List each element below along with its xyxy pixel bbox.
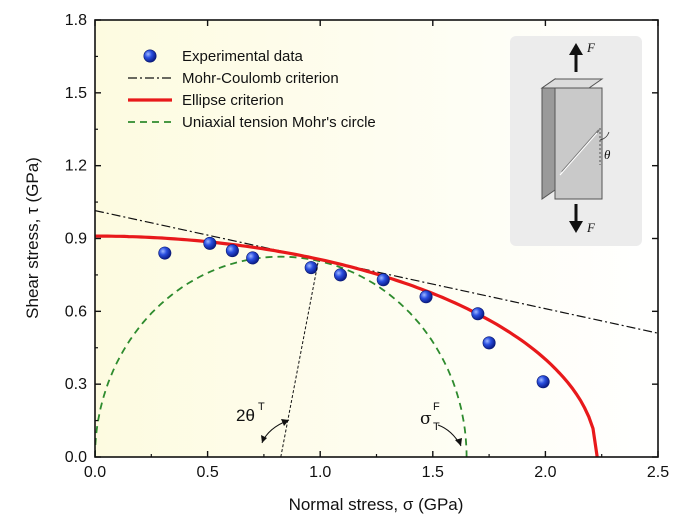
x-tick-label: 0.5	[196, 464, 218, 481]
sigma-annotation-label: σ	[420, 409, 432, 429]
shear-band-highlight	[559, 132, 598, 176]
specimen-inset: θ F F	[510, 36, 642, 246]
legend: Experimental data Mohr-Coulomb criterion E…	[128, 48, 376, 131]
force-arrowhead-bottom-icon	[569, 221, 583, 233]
data-point	[419, 290, 433, 304]
sigma-annotation-sup: F	[433, 401, 440, 413]
y-tick-label: 1.2	[65, 158, 87, 175]
data-point	[225, 244, 239, 258]
angle-annotation-label: 2θ	[236, 406, 255, 425]
sigma-annotation-sub: T	[433, 421, 440, 433]
angle-annotation-sup: T	[258, 401, 265, 413]
y-tick-label: 0.3	[65, 376, 87, 393]
series-layer	[95, 209, 658, 457]
data-point	[376, 273, 390, 287]
x-tick-label: 1.0	[309, 464, 331, 481]
data-point	[471, 307, 485, 321]
y-axis-label: Shear stress, τ (GPa)	[23, 157, 42, 319]
y-tick-label: 1.5	[65, 85, 87, 102]
x-tick-label: 2.0	[534, 464, 556, 481]
legend-label: Mohr-Coulomb criterion	[182, 70, 339, 87]
x-tick-label: 2.5	[647, 464, 669, 481]
inset-force-bottom-label: F	[586, 220, 596, 235]
legend-label: Uniaxial tension Mohr's circle	[182, 114, 376, 131]
legend-label: Experimental data	[182, 48, 304, 65]
angle-arrowhead-icon	[261, 435, 267, 443]
y-tick-label: 0.0	[65, 449, 87, 466]
x-axis-label: Normal stress, σ (GPa)	[289, 495, 464, 514]
legend-symbol	[143, 49, 157, 63]
y-tick-label: 0.9	[65, 231, 87, 248]
specimen-front	[554, 87, 603, 200]
data-point	[333, 268, 347, 282]
x-tick-label: 1.5	[422, 464, 444, 481]
legend-label: Ellipse criterion	[182, 92, 284, 109]
angle-arc	[599, 131, 610, 141]
data-point	[158, 246, 172, 260]
force-arrowhead-top-icon	[569, 43, 583, 55]
y-tick-label: 0.6	[65, 303, 87, 320]
ellipse-criterion-curve	[95, 234, 599, 457]
inset-force-top-label: F	[586, 40, 596, 55]
mohr-coulomb-line	[95, 209, 658, 334]
inset-angle-label: θ	[604, 147, 611, 162]
sigma-arrowhead-icon	[455, 438, 462, 446]
x-axis: 0.0 0.5 1.0 1.5 2.0 2.5	[84, 20, 669, 481]
data-point	[203, 236, 217, 250]
data-point	[482, 336, 496, 350]
specimen-side	[541, 78, 556, 200]
x-tick-label: 0.0	[84, 464, 106, 481]
data-point	[304, 261, 318, 275]
angle-arrowhead-icon	[281, 419, 289, 426]
data-point	[536, 375, 550, 389]
mohr-circle-curve	[95, 255, 468, 457]
y-tick-label: 1.8	[65, 12, 87, 29]
angle-construction-line	[280, 262, 319, 458]
y-axis: 0.0 0.3 0.6 0.9 1.2 1.5 1.8	[65, 12, 658, 466]
data-point	[246, 251, 260, 265]
